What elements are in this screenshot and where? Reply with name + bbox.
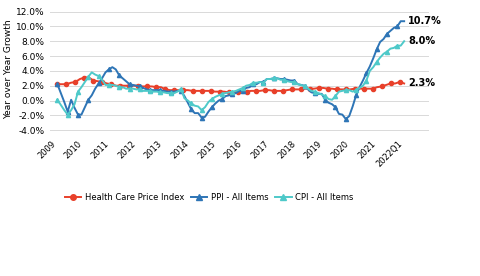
Y-axis label: Year over Year Growth: Year over Year Growth [4,19,13,119]
Text: 8.0%: 8.0% [408,36,435,46]
Text: 2.3%: 2.3% [408,78,435,89]
Legend: Health Care Price Index, PPI - All Items, CPI - All Items: Health Care Price Index, PPI - All Items… [61,190,357,206]
Text: 10.7%: 10.7% [408,16,442,26]
